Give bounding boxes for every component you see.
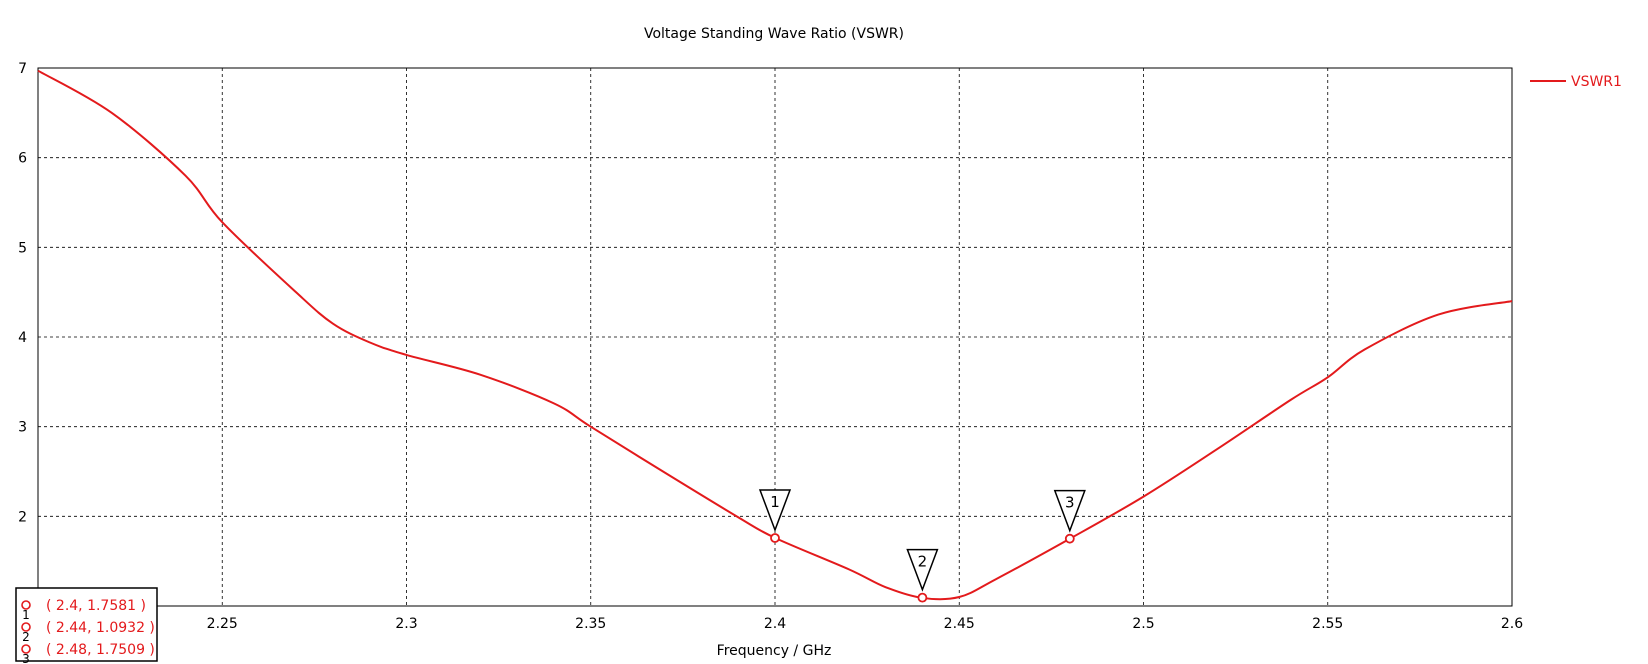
marker-point-1	[770, 533, 780, 543]
marker-table-value-3: ( 2.48, 1.7509 )	[46, 642, 155, 658]
marker-table-icon-1	[21, 600, 31, 610]
marker-table-num-2: 2	[22, 630, 30, 644]
x-tick-label: 2.45	[944, 616, 975, 632]
x-tick-label: 2.55	[1312, 616, 1343, 632]
marker-point-2	[917, 592, 928, 603]
legend: VSWR1	[1530, 74, 1622, 90]
y-tick-label: 4	[18, 330, 27, 346]
marker-layer: 1 2 3	[758, 489, 1086, 603]
legend-label-vswr1: VSWR1	[1571, 74, 1622, 90]
y-tick-label: 6	[18, 151, 27, 167]
marker-table-icon-2	[21, 622, 31, 632]
x-tick-label: 2.4	[764, 616, 786, 632]
marker-table-icon-3	[21, 644, 31, 654]
marker-table-frame	[15, 587, 158, 662]
marker-table-num-1: 1	[22, 608, 30, 622]
marker-flag-label-3: 3	[1065, 494, 1075, 512]
x-tick-label: 2.3	[395, 616, 417, 632]
plot-frame	[37, 67, 1513, 607]
y-tick-label: 7	[18, 61, 27, 77]
tick-labels: 2.25 2.3 2.35 2.4 2.45 2.5 2.55 2.6 7 6 5 4 3 2	[18, 61, 1523, 632]
x-tick-label: 2.6	[1501, 616, 1523, 632]
y-tick-label: 2	[18, 509, 27, 525]
x-tick-label: 2.35	[575, 616, 606, 632]
x-tick-label: 2.25	[207, 616, 238, 632]
x-tick-label: 2.5	[1132, 616, 1154, 632]
marker-flag-label-1: 1	[770, 493, 780, 511]
marker-flag-1	[758, 489, 792, 533]
marker-flag-3	[1053, 489, 1086, 533]
marker-table-value-1: ( 2.4, 1.7581 )	[46, 598, 146, 614]
marker-table-value-2: ( 2.44, 1.0932 )	[46, 620, 155, 636]
y-tick-label: 5	[18, 240, 27, 256]
chart-title: Voltage Standing Wave Ratio (VSWR)	[644, 26, 904, 42]
y-tick-label: 3	[18, 420, 27, 436]
marker-point-3	[1064, 533, 1075, 544]
marker-table: 1 ( 2.4, 1.7581 ) 2 ( 2.44, 1.0932 ) 3 ( 2.48…	[15, 587, 158, 664]
x-axis-label: Frequency / GHz	[717, 643, 832, 659]
marker-flag-label-2: 2	[918, 553, 928, 571]
marker-table-num-3: 3	[22, 652, 30, 664]
marker-flag-2	[906, 548, 939, 592]
